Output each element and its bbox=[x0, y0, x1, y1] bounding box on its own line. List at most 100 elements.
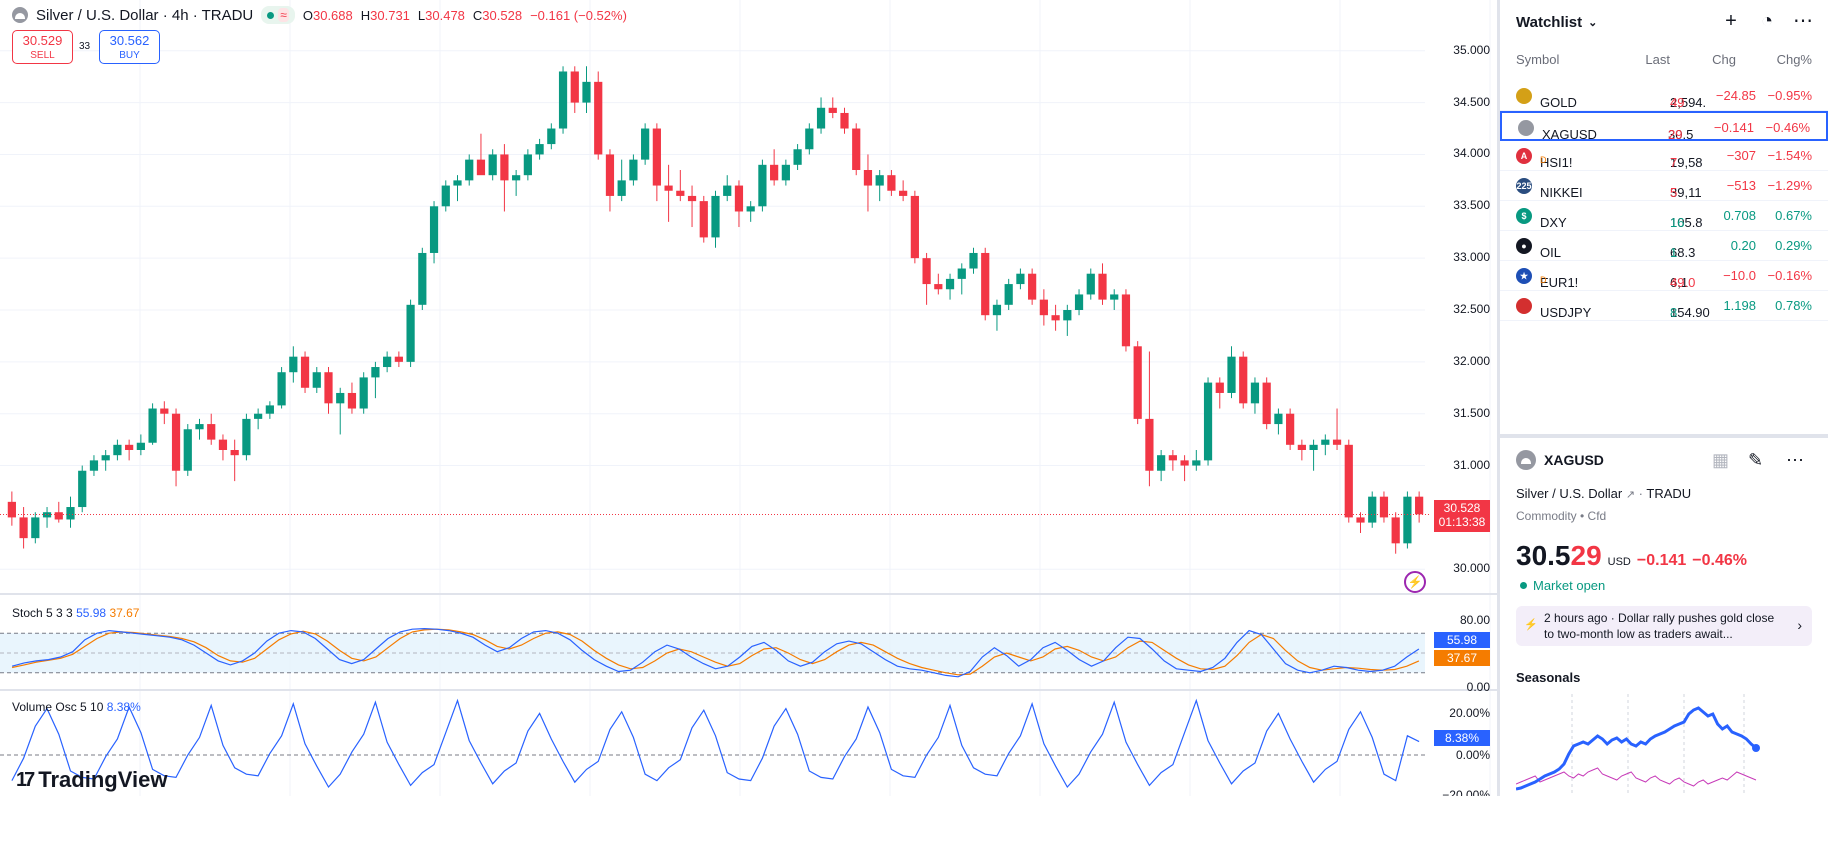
more-options-icon[interactable]: ⋯ bbox=[1793, 10, 1813, 32]
stoch-d-line bbox=[11, 628, 1420, 676]
col-chg[interactable]: Chg bbox=[1712, 52, 1736, 67]
candle-body bbox=[828, 107, 837, 113]
market-open-dot-icon bbox=[1520, 582, 1527, 589]
candle-body bbox=[7, 501, 16, 518]
candle-body bbox=[1203, 382, 1213, 461]
col-symbol[interactable]: Symbol bbox=[1516, 52, 1560, 67]
price-axis-label: 31.000 bbox=[1453, 457, 1490, 472]
candle-body bbox=[19, 517, 28, 539]
price-axis-label: 35.000 bbox=[1453, 42, 1490, 57]
candle-body bbox=[465, 159, 474, 181]
symbol-logo-icon: ● bbox=[1516, 238, 1532, 254]
candle-body bbox=[1110, 294, 1119, 300]
news-headline[interactable]: ⚡ 2 hours ago · Dollar rally pushes gold… bbox=[1516, 606, 1812, 646]
watchlist-row-dxy[interactable]: $ DXY 105.8 16 0.708 0.67% bbox=[1500, 201, 1828, 231]
stoch-k-line bbox=[11, 627, 1420, 678]
tradingview-logo[interactable]: 17 TradingView bbox=[16, 767, 168, 792]
chart-area[interactable]: Silver / U.S. Dollar · 4h · TRADU ≈ O30.… bbox=[0, 0, 1498, 796]
candle-body bbox=[289, 356, 298, 373]
candle-body bbox=[265, 405, 274, 414]
watchlist-chg-percent: −0.46% bbox=[1765, 120, 1810, 135]
candle-body bbox=[148, 408, 157, 443]
panel-divider[interactable] bbox=[1497, 0, 1500, 796]
candle-body bbox=[746, 206, 755, 212]
candle-body bbox=[687, 195, 697, 202]
lightning-icon[interactable]: ⚡ bbox=[1404, 571, 1426, 593]
high-value: 30.731 bbox=[370, 7, 410, 23]
news-bolt-icon: ⚡ bbox=[1524, 619, 1538, 631]
candle-body bbox=[1028, 273, 1037, 300]
watchlist-chg-percent: −0.95% bbox=[1767, 88, 1812, 103]
candle-body bbox=[594, 81, 603, 155]
candle-body bbox=[488, 154, 497, 176]
candle-body bbox=[453, 180, 462, 186]
candle-body bbox=[523, 154, 532, 176]
seasonals-chart[interactable] bbox=[1516, 694, 1812, 796]
advanced-view-icon[interactable]: ◔ bbox=[1760, 10, 1774, 32]
volume-osc-tag: 8.38% bbox=[1434, 730, 1490, 746]
candle-body bbox=[1227, 356, 1236, 393]
volume-osc-legend[interactable]: Volume Osc 5 10 8.38% bbox=[12, 700, 141, 714]
candle-body bbox=[1391, 517, 1400, 544]
candle-body bbox=[711, 195, 720, 238]
details-symbol[interactable]: XAGUSD bbox=[1516, 450, 1604, 470]
details-more-icon[interactable]: ⋯ bbox=[1786, 450, 1804, 470]
candle-body bbox=[1309, 444, 1318, 450]
watchlist-chg: 1.198 bbox=[1723, 298, 1756, 313]
watchlist-title[interactable]: Watchlist bbox=[1516, 13, 1583, 31]
buy-button[interactable]: 30.562 BUY bbox=[99, 30, 160, 64]
seasonal-line-prev bbox=[1516, 767, 1757, 787]
watchlist-row-xagusd[interactable]: XAGUSD 30.5 29 −0.141 −0.46% bbox=[1500, 111, 1828, 142]
watchlist-chg: −513 bbox=[1726, 178, 1756, 193]
candle-body bbox=[183, 429, 192, 471]
price-axis-label: 33.500 bbox=[1453, 198, 1490, 213]
add-symbol-icon[interactable]: + bbox=[1725, 10, 1737, 32]
sell-button[interactable]: 30.529 SELL bbox=[12, 30, 73, 64]
candle-body bbox=[535, 144, 544, 155]
candle-body bbox=[1250, 382, 1260, 404]
price-axis-label: 32.500 bbox=[1453, 302, 1490, 316]
external-link-icon[interactable]: ↗ bbox=[1625, 489, 1636, 501]
candle-body bbox=[1039, 299, 1048, 316]
watchlist-chg: −24.85 bbox=[1715, 88, 1756, 103]
close-value: 30.528 bbox=[482, 7, 523, 23]
candle-body bbox=[945, 278, 955, 290]
candle-body bbox=[383, 356, 392, 368]
chart-title[interactable]: Silver / U.S. Dollar · 4h · TRADU bbox=[36, 6, 254, 24]
watchlist-header[interactable]: Watchlist ⌄ bbox=[1516, 12, 1816, 32]
edit-icon[interactable]: ✎ bbox=[1748, 450, 1764, 470]
candle-body bbox=[582, 81, 591, 103]
symbol-logo-icon bbox=[1518, 120, 1534, 136]
candle-body bbox=[1403, 496, 1412, 544]
change-value: −0.161 (−0.52%) bbox=[530, 7, 627, 23]
col-chg-percent[interactable]: Chg% bbox=[1776, 52, 1812, 67]
seasonal-end-dot bbox=[1752, 744, 1760, 752]
delayed-badge: D bbox=[1540, 155, 1547, 165]
candle-body bbox=[1180, 460, 1189, 466]
candle-body bbox=[500, 154, 509, 181]
watchlist-row-eur1[interactable]: ★ EUR1! D 6,1 49.0 −10.0 −0.16% bbox=[1500, 261, 1828, 291]
watchlist-row-gold[interactable]: GOLD 2,594. 49 −24.85 −0.95% bbox=[1500, 81, 1828, 111]
market-status-pill[interactable]: ≈ bbox=[261, 6, 295, 24]
candle-body bbox=[699, 201, 708, 238]
stoch-legend[interactable]: Stoch 5 3 3 55.98 37.67 bbox=[12, 606, 140, 620]
watchlist-row-hsi1[interactable]: A HSI1! D 19,58 7 −307 −1.54% bbox=[1500, 141, 1828, 171]
candle-body bbox=[1415, 496, 1424, 515]
candle-body bbox=[617, 180, 626, 196]
watchlist-row-nikkei[interactable]: 225 NIKKEI 39,11 5 −513 −1.29% bbox=[1500, 171, 1828, 201]
delayed-badge: D bbox=[1540, 275, 1547, 285]
chevron-down-icon[interactable]: ⌄ bbox=[1588, 16, 1598, 29]
candle-body bbox=[195, 424, 204, 430]
chart-canvas[interactable] bbox=[0, 0, 1498, 796]
watchlist-row-oil[interactable]: ● OIL 68.3 1 0.20 0.29% bbox=[1500, 231, 1828, 261]
candle-body bbox=[558, 71, 568, 129]
layout-grid-icon[interactable]: ▦ bbox=[1712, 450, 1730, 470]
candle-body bbox=[770, 164, 779, 181]
candle-body bbox=[429, 206, 439, 253]
watchlist-row-usdjpy[interactable]: USDJPY 154.90 8 1.198 0.78% bbox=[1500, 291, 1828, 321]
candle-body bbox=[887, 175, 896, 191]
chart-legend: Silver / U.S. Dollar · 4h · TRADU ≈ O30.… bbox=[12, 6, 627, 24]
candle-body bbox=[922, 258, 931, 285]
col-last[interactable]: Last bbox=[1645, 52, 1670, 67]
volume-osc-value: 8.38% bbox=[106, 700, 141, 714]
